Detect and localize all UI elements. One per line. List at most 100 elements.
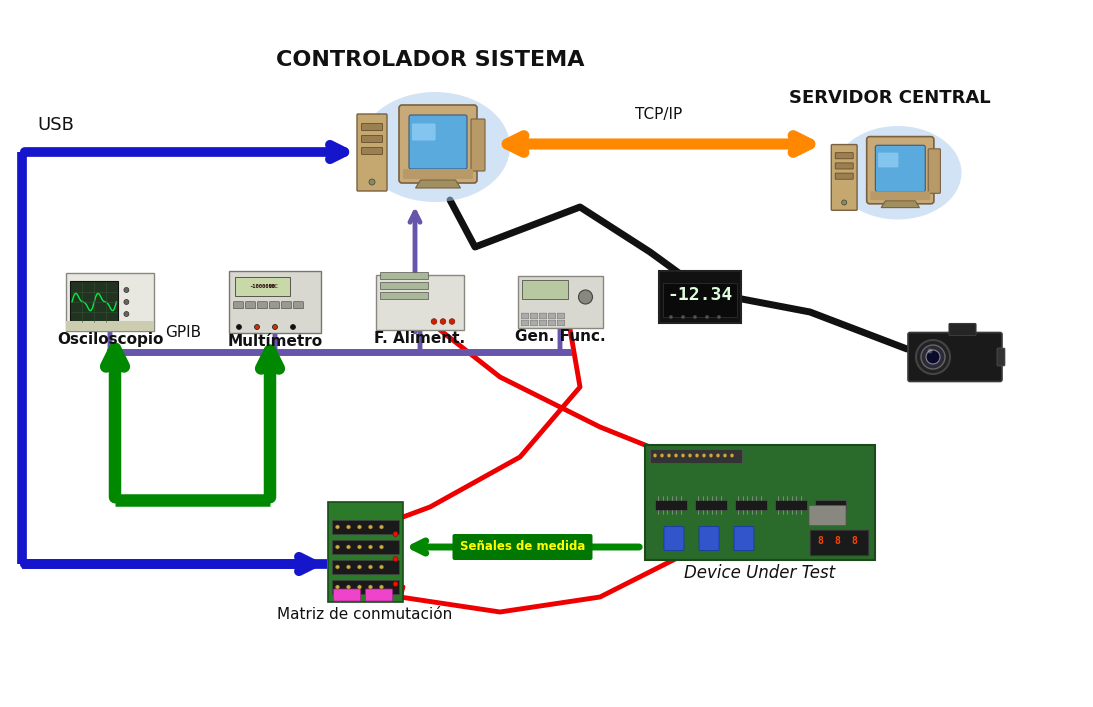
Circle shape [669,315,673,319]
Circle shape [674,454,678,457]
Circle shape [432,319,437,325]
FancyBboxPatch shape [734,527,754,551]
FancyBboxPatch shape [655,500,686,510]
Circle shape [346,585,351,589]
FancyBboxPatch shape [549,313,556,319]
Circle shape [702,454,706,457]
Text: Osciloscopio: Osciloscopio [57,332,163,347]
Circle shape [368,585,373,589]
Circle shape [660,454,663,457]
Text: 8: 8 [834,537,839,547]
Circle shape [346,565,351,569]
FancyBboxPatch shape [380,292,428,299]
Circle shape [124,300,129,305]
FancyBboxPatch shape [557,320,565,326]
FancyBboxPatch shape [810,530,868,554]
Text: Device Under Test: Device Under Test [684,564,835,582]
Circle shape [926,350,940,364]
Circle shape [654,454,657,457]
FancyBboxPatch shape [409,115,467,169]
FancyBboxPatch shape [539,320,546,326]
Circle shape [928,349,932,354]
Circle shape [730,454,733,457]
Circle shape [357,525,362,529]
FancyBboxPatch shape [870,192,930,200]
Circle shape [124,312,129,317]
FancyBboxPatch shape [809,506,846,525]
FancyBboxPatch shape [557,313,565,319]
FancyBboxPatch shape [530,313,538,319]
Circle shape [681,454,685,457]
Circle shape [346,545,351,549]
FancyBboxPatch shape [928,148,940,193]
FancyBboxPatch shape [665,527,684,551]
FancyBboxPatch shape [832,144,857,210]
FancyBboxPatch shape [66,273,154,331]
FancyBboxPatch shape [246,302,256,309]
Text: -12.34: -12.34 [668,286,732,304]
Circle shape [393,556,398,561]
FancyBboxPatch shape [362,136,383,143]
FancyBboxPatch shape [734,500,766,510]
Text: V3C: V3C [269,284,279,289]
Circle shape [368,545,373,549]
Circle shape [357,585,362,589]
Circle shape [368,525,373,529]
Circle shape [336,565,340,569]
Text: CONTROLADOR SISTEMA: CONTROLADOR SISTEMA [275,50,585,70]
Circle shape [717,315,720,319]
FancyBboxPatch shape [357,114,387,191]
Circle shape [336,525,340,529]
Circle shape [667,454,671,457]
FancyBboxPatch shape [380,272,428,279]
Ellipse shape [360,92,510,202]
Circle shape [291,325,295,329]
Circle shape [124,288,129,293]
FancyBboxPatch shape [365,589,392,601]
FancyBboxPatch shape [453,534,592,560]
FancyBboxPatch shape [282,302,292,309]
FancyBboxPatch shape [775,500,807,510]
FancyBboxPatch shape [530,320,538,326]
Circle shape [379,545,384,549]
Text: Matriz de conmutación: Matriz de conmutación [278,607,453,622]
FancyBboxPatch shape [815,500,846,510]
Text: Multímetro: Multímetro [227,334,322,349]
Text: -1000000: -1000000 [249,284,275,289]
Circle shape [842,200,847,205]
FancyBboxPatch shape [908,332,1002,382]
Circle shape [336,545,340,549]
FancyBboxPatch shape [331,540,399,554]
Circle shape [440,319,446,325]
Circle shape [693,315,697,319]
Circle shape [705,315,708,319]
FancyBboxPatch shape [331,580,399,594]
FancyBboxPatch shape [700,527,719,551]
Polygon shape [881,201,919,208]
Circle shape [681,315,685,319]
Circle shape [393,532,398,537]
FancyBboxPatch shape [399,105,477,183]
FancyBboxPatch shape [650,448,742,462]
FancyBboxPatch shape [867,136,933,204]
FancyBboxPatch shape [328,502,402,602]
Circle shape [336,585,340,589]
Text: SERVIDOR CENTRAL: SERVIDOR CENTRAL [789,89,991,107]
Ellipse shape [834,126,962,219]
Circle shape [357,545,362,549]
FancyBboxPatch shape [659,271,741,323]
FancyBboxPatch shape [380,282,428,289]
Text: TCP/IP: TCP/IP [635,107,682,122]
Circle shape [578,290,592,304]
Circle shape [379,565,384,569]
FancyBboxPatch shape [549,320,556,326]
FancyBboxPatch shape [539,313,546,319]
Circle shape [379,525,384,529]
Circle shape [357,565,362,569]
FancyBboxPatch shape [835,163,854,169]
FancyBboxPatch shape [362,124,383,131]
FancyBboxPatch shape [230,271,321,333]
Circle shape [709,454,713,457]
Circle shape [379,585,384,589]
FancyBboxPatch shape [835,153,854,159]
